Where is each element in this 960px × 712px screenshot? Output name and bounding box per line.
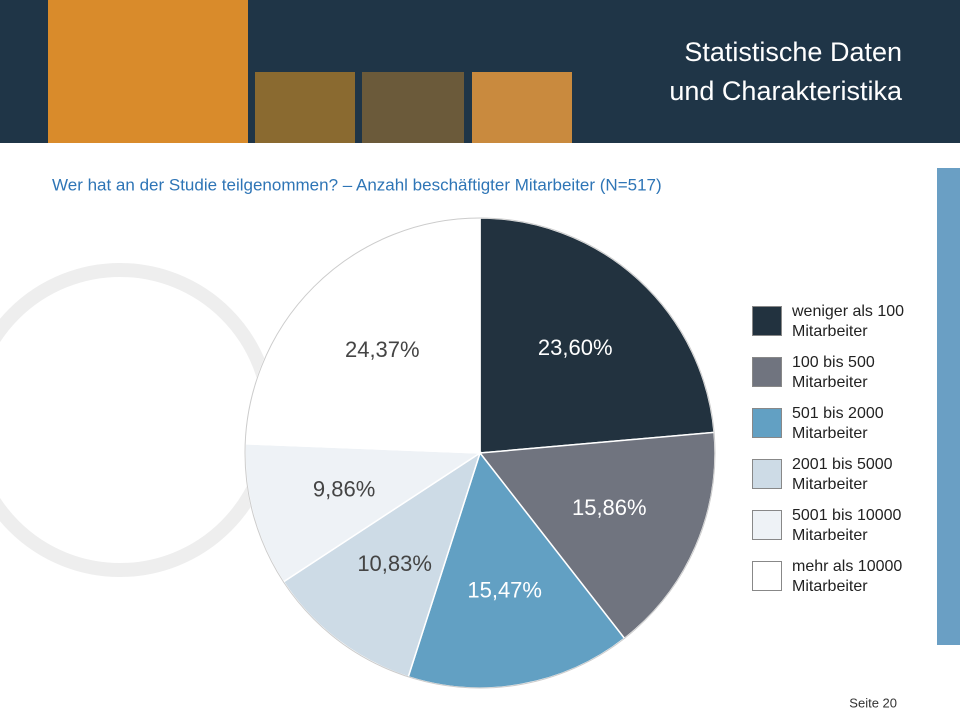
legend-label: 2001 bis 5000 Mitarbeiter [792,456,893,493]
header-image [472,72,572,143]
data-label: 10,83% [357,551,432,576]
legend-label: weniger als 100 Mitarbeiter [792,303,905,340]
legend-label: mehr als 10000 Mitarbeiter [792,558,903,595]
background-logo [0,263,277,577]
legend-swatch [752,306,782,336]
legend-item: weniger als 100 Mitarbeiter [752,302,932,353]
legend-swatch [752,408,782,438]
legend: weniger als 100 Mitarbeiter 100 bis 500 M… [752,302,932,608]
legend-swatch [752,459,782,489]
legend-item: 501 bis 2000 Mitarbeiter [752,404,932,455]
legend-item: 2001 bis 5000 Mitarbeiter [752,455,932,506]
legend-swatch [752,357,782,387]
legend-label: 5001 bis 10000 Mitarbeiter [792,507,902,544]
legend-item: 5001 bis 10000 Mitarbeiter [752,506,932,557]
legend-swatch [752,561,782,591]
legend-label: 100 bis 500 Mitarbeiter [792,354,875,391]
header-image [255,72,355,143]
chart-title: Wer hat an der Studie teilgenommen? – An… [52,175,662,194]
legend-item: 100 bis 500 Mitarbeiter [752,353,932,404]
legend-item: mehr als 10000 Mitarbeiter [752,557,932,608]
side-bar [937,168,960,645]
legend-swatch [752,510,782,540]
data-label: 15,47% [467,578,542,603]
legend-label: 501 bis 2000 Mitarbeiter [792,405,884,442]
header-title: Statistische Daten [684,37,902,67]
header-title: und Charakteristika [669,76,903,106]
header-image [362,72,464,143]
data-label: 15,86% [572,495,647,520]
data-label: 24,37% [345,337,420,362]
data-label: 23,60% [538,335,613,360]
page-number: Seite 20 [849,695,897,710]
data-label: 9,86% [313,476,375,501]
header-image [48,0,248,143]
pie-outline [244,217,716,689]
pie-slice [244,217,481,454]
